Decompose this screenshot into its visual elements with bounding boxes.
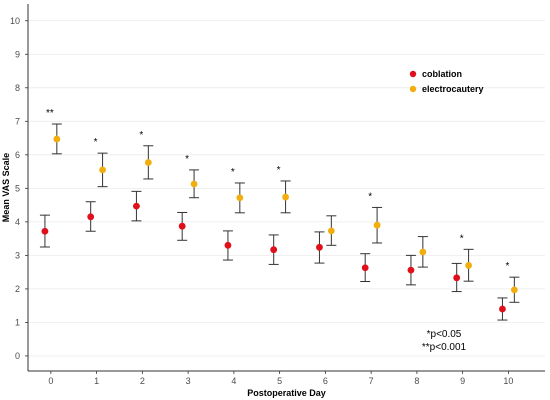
significance-day-2: * (139, 130, 143, 141)
x-tick-label-7: 7 (369, 376, 374, 386)
gridlines (28, 20, 545, 357)
point-electrocautery-day-5 (282, 193, 289, 201)
y-tick-label-4: 4 (15, 217, 20, 227)
y-tick-label-1: 1 (15, 317, 20, 327)
significance-day-3: * (185, 154, 189, 165)
y-tick-label-9: 9 (15, 49, 20, 59)
y-tick-label-7: 7 (15, 116, 20, 126)
axes (25, 4, 545, 374)
x-tick-label-3: 3 (186, 376, 191, 386)
x-tick-label-0: 0 (48, 376, 53, 386)
point-electrocautery-day-3 (190, 180, 198, 188)
y-axis-title: Mean VAS Scale (1, 153, 11, 222)
error-bars (39, 123, 520, 321)
point-electrocautery-day-7 (373, 221, 381, 229)
point-coblation-day-1 (87, 213, 95, 221)
y-tick-label-5: 5 (15, 183, 20, 193)
legend-label-electrocautery: electrocautery (422, 84, 484, 94)
point-electrocautery-day-4 (236, 194, 244, 202)
y-tick-label-2: 2 (15, 284, 20, 294)
significance-day-5: * (277, 165, 281, 176)
x-tick-label-1: 1 (94, 376, 99, 386)
legend: coblation electrocautery (409, 69, 484, 94)
point-electrocautery-day-2 (144, 159, 152, 166)
x-tick-label-5: 5 (277, 376, 282, 386)
point-coblation-day-3 (178, 222, 186, 230)
significance-markers: ****** **** (46, 108, 509, 272)
y-tick-label-6: 6 (15, 150, 20, 160)
x-axis-title: Postoperative Day (247, 388, 326, 398)
point-coblation-day-0 (41, 227, 49, 235)
y-tick-label-0: 0 (15, 351, 20, 361)
legend-label-coblation: coblation (422, 69, 462, 79)
note-p-0-05: *p<0.05 (427, 329, 462, 340)
x-tick-label-2: 2 (140, 376, 145, 386)
significance-day-4: * (231, 167, 235, 178)
legend-marker-electrocautery (409, 85, 417, 93)
point-coblation-day-5 (270, 246, 278, 254)
x-tick-label-4: 4 (231, 376, 236, 386)
data-points (41, 135, 518, 313)
point-coblation-day-9 (453, 274, 461, 282)
point-coblation-day-10 (499, 305, 506, 313)
point-electrocautery-day-6 (327, 227, 335, 235)
point-coblation-day-8 (407, 266, 415, 274)
significance-day-10: * (505, 261, 509, 272)
x-tick-label-8: 8 (414, 376, 419, 386)
significance-day-7: * (368, 191, 372, 202)
significance-day-1: * (94, 137, 98, 148)
x-tick-label-10: 10 (503, 376, 513, 386)
point-coblation-day-2 (133, 202, 140, 210)
point-coblation-day-6 (316, 243, 323, 251)
point-electrocautery-day-0 (53, 135, 61, 143)
point-electrocautery-day-9 (465, 262, 472, 269)
significance-day-0: ** (46, 108, 54, 119)
point-electrocautery-day-1 (99, 166, 106, 174)
x-tick-label-6: 6 (323, 376, 328, 386)
tick-labels: 0 1 2 3 4 5 6 7 8 9 10 0 1 2 3 4 5 6 7 8 9 10 (10, 16, 513, 386)
point-coblation-day-7 (361, 264, 369, 272)
y-tick-label-8: 8 (15, 83, 20, 93)
x-tick-label-9: 9 (460, 376, 465, 386)
legend-marker-coblation (409, 70, 417, 78)
point-electrocautery-day-8 (419, 248, 427, 256)
y-tick-label-3: 3 (15, 250, 20, 260)
significance-day-9: * (460, 233, 464, 244)
point-coblation-day-4 (224, 241, 232, 249)
note-p-0-001: **p<0.001 (422, 342, 467, 353)
point-electrocautery-day-10 (510, 286, 518, 294)
y-tick-label-10: 10 (10, 16, 20, 26)
